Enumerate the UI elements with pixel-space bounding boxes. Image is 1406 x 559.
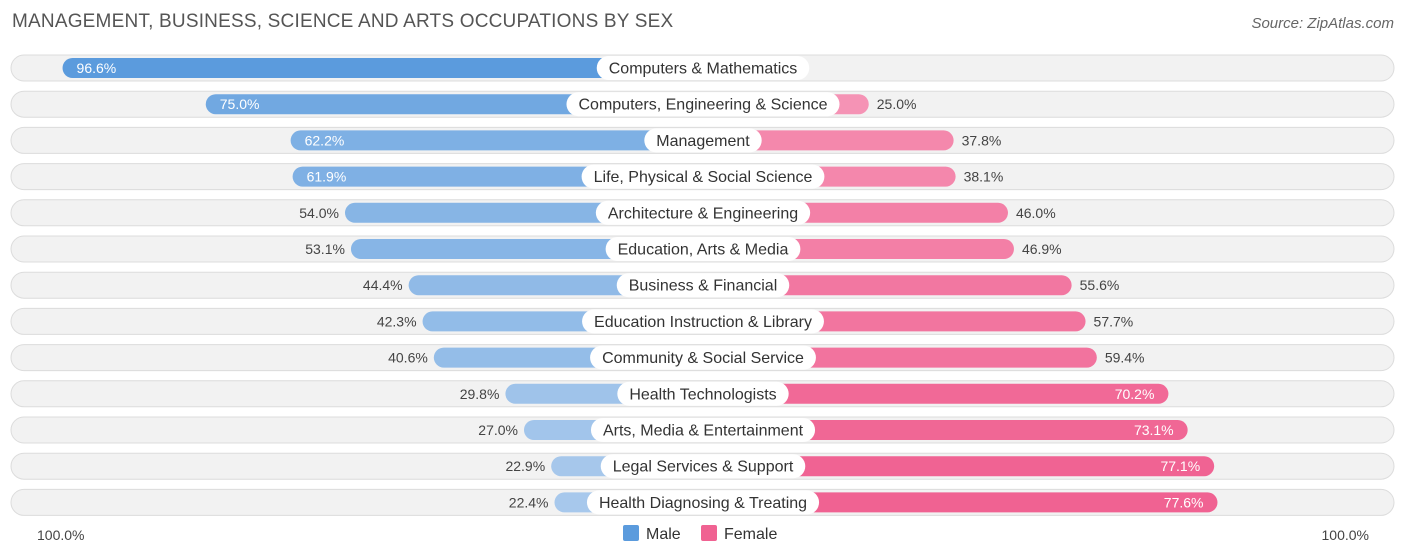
male-value-label: 42.3% [377,313,417,329]
category-label-pill [644,128,762,153]
chart-row: 27.0% 73.1% Arts, Media & Entertainment [10,416,1395,444]
category-label: Community & Social Service [602,350,804,367]
legend-male-label: Male [646,526,681,543]
category-label: Education Instruction & Library [594,314,812,331]
male-value-label: 44.4% [363,277,403,293]
female-bar [703,275,1072,296]
category-label-pill [600,454,806,479]
category-label: Legal Services & Support [613,459,794,476]
chart-row: 40.6% 59.4% Community & Social Service [10,344,1395,372]
female-bar [703,383,1169,404]
chart-row: 22.9% 77.1% Legal Services & Support [10,452,1395,480]
legend-female-swatch [701,525,717,541]
category-label: Health Technologists [629,386,776,403]
category-label-pill [595,200,811,225]
chart-row: 75.0% 25.0% Computers, Engineering & Scien… [10,90,1395,118]
female-value-label: 77.6% [1164,494,1204,510]
female-value-label: 70.2% [1115,386,1155,402]
chart-row: 53.1% 46.9% Education, Arts & Media [10,235,1395,263]
axis-right-label: 100.0% [1322,527,1369,543]
male-value-label: 62.2% [305,132,345,148]
male-value-label: 40.6% [388,350,428,366]
category-label: Life, Physical & Social Science [594,169,813,186]
category-label-pill [605,237,801,261]
female-value-label: 57.7% [1094,313,1134,329]
category-label: Education, Arts & Media [618,242,789,259]
female-value-label: 38.1% [964,169,1004,185]
category-label: Health Diagnosing & Treating [599,495,807,512]
legend-female-label: Female [724,526,777,543]
female-bar [703,420,1188,440]
chart-source: Source: ZipAtlas.com [1251,15,1394,32]
female-value-label: 55.6% [1080,277,1120,293]
category-label: Business & Financial [629,278,778,295]
chart-row: 61.9% 38.1% Life, Physical & Social Scienc… [10,163,1395,191]
chart-row: 54.0% 46.0% Architecture & Engineering [10,199,1395,227]
female-bar [703,130,954,151]
male-value-label: 75.0% [220,96,260,112]
category-label-pill [586,490,820,515]
female-bar [703,492,1218,513]
category-label-pill [581,164,825,189]
female-value-label: 73.1% [1134,422,1174,438]
male-value-label: 96.6% [77,60,117,76]
chart-row: 42.3% 57.7% Education Instruction & Librar… [10,307,1395,335]
chart-row: 62.2% 37.8% Management [10,126,1395,154]
male-value-label: 54.0% [299,205,339,221]
female-value-label: 59.4% [1105,350,1145,366]
male-bar [62,58,704,78]
chart-row: 29.8% 70.2% Health Technologists [10,380,1395,408]
category-label-pill [616,273,790,298]
male-value-label: 53.1% [305,241,345,257]
female-bar [703,456,1215,477]
chart-row: 22.4% 77.6% Health Diagnosing & Treating [10,488,1395,516]
category-label: Computers & Mathematics [609,61,798,78]
category-label-pill [596,56,810,80]
legend: Male Female [623,525,777,543]
category-label-pill [582,309,824,334]
chart-row: 96.6%3.4%Computers & Mathematics [10,54,1395,82]
female-value-label: 25.0% [877,96,917,112]
category-label-pill [590,418,816,442]
category-label: Arts, Media & Entertainment [603,423,804,440]
female-value-label: 37.8% [962,132,1002,148]
male-value-label: 22.9% [505,458,545,474]
category-label: Computers, Engineering & Science [578,97,827,114]
female-value-label: 46.0% [1016,205,1056,221]
category-label: Management [656,133,750,150]
female-value-label: 77.1% [1160,458,1200,474]
male-value-label: 22.4% [509,494,549,510]
male-bar [290,130,703,151]
axis-left-label: 100.0% [37,527,84,543]
category-label-pill [566,92,840,117]
chart-row: 44.4% 55.6% Business & Financial [10,271,1395,299]
chart-title: MANAGEMENT, BUSINESS, SCIENCE AND ARTS O… [12,11,674,32]
male-value-label: 29.8% [460,386,500,402]
category-label-pill [590,345,816,370]
category-label-pill [617,381,789,406]
legend-male-swatch [623,525,639,541]
category-label: Architecture & Engineering [608,205,798,222]
male-value-label: 27.0% [478,422,518,438]
female-value-label: 46.9% [1022,241,1062,257]
male-value-label: 61.9% [307,169,347,185]
